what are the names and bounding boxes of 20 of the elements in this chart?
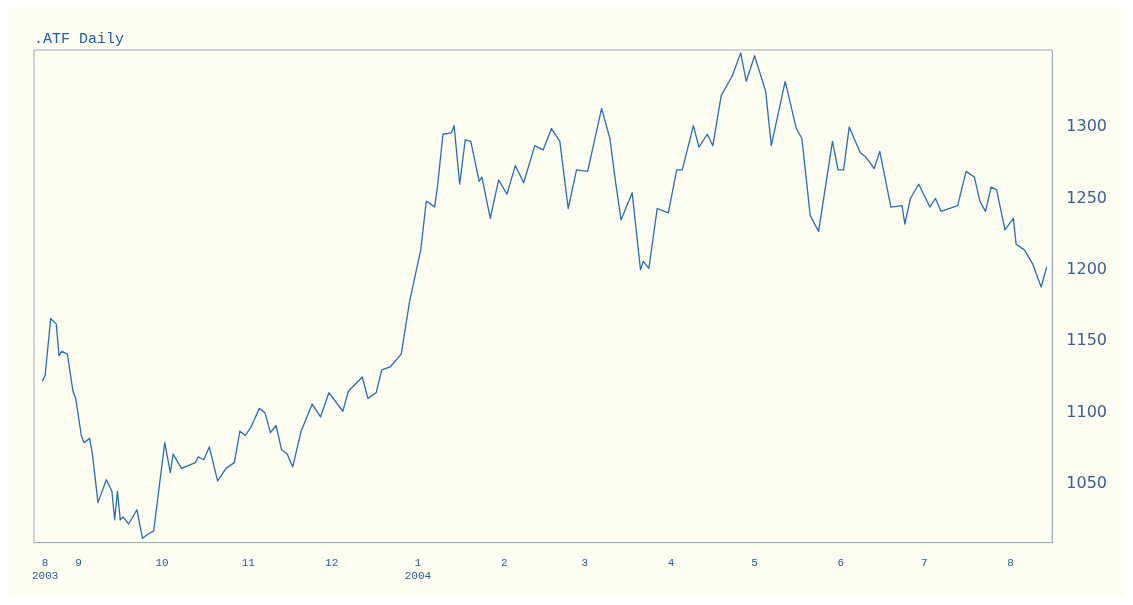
x-tick-label: 9 <box>75 557 82 570</box>
x-tick-label: 7 <box>921 557 928 570</box>
x-tick-label: 6 <box>837 557 845 570</box>
x-tick-label: 4 <box>667 557 675 570</box>
x-tick-label: 8 2003 <box>31 557 59 583</box>
x-tick-label: 3 <box>581 557 589 570</box>
chart-title: .ATF Daily <box>34 30 125 48</box>
y-tick-label: 1250 <box>1066 187 1107 207</box>
y-tick-label: 1100 <box>1066 401 1107 421</box>
x-tick-label: 8 <box>1007 557 1014 570</box>
x-tick-label: 2 <box>500 557 508 570</box>
x-tick-label: 1 2004 <box>404 557 432 583</box>
x-tick-label: 11 <box>241 557 256 570</box>
x-tick-label: 10 <box>155 557 169 570</box>
y-tick-label: 1300 <box>1066 116 1107 136</box>
y-tick-label: 1150 <box>1066 330 1107 350</box>
x-tick-label: 5 <box>751 557 758 570</box>
x-tick-label: 12 <box>325 557 339 570</box>
y-tick-label: 1200 <box>1066 259 1107 279</box>
y-tick-label: 1050 <box>1066 473 1107 493</box>
